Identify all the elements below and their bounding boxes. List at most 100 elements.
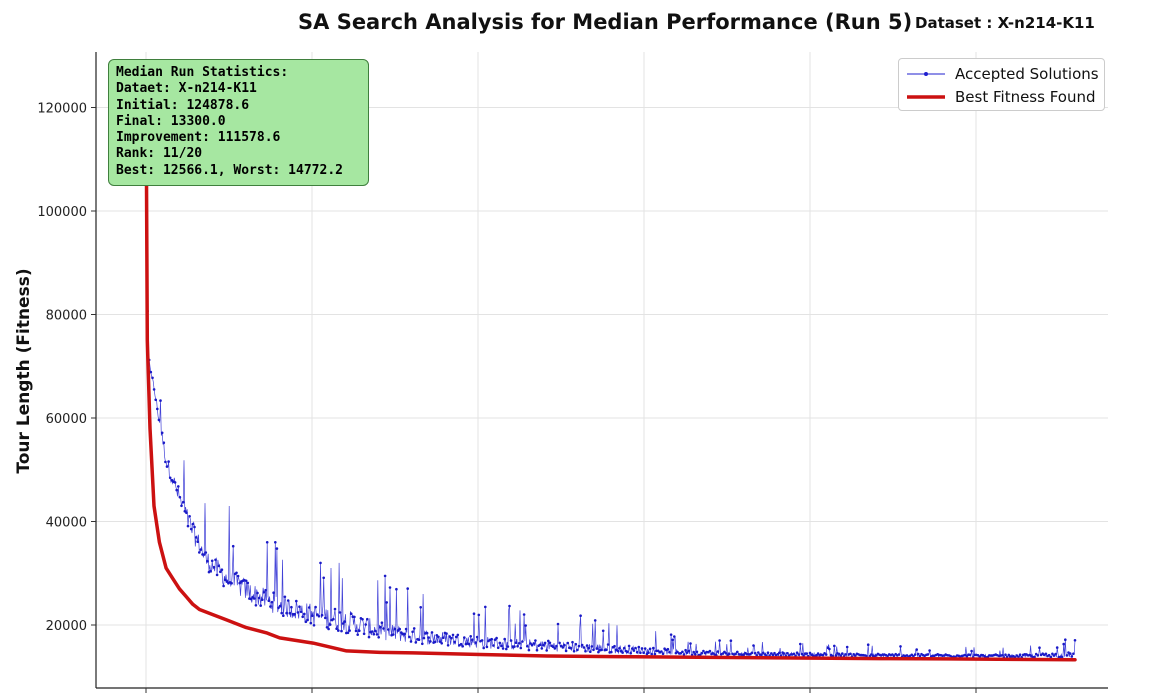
accepted-solution-point	[816, 652, 820, 655]
accepted-solution-point	[220, 568, 224, 571]
accepted-solution-point	[682, 653, 686, 656]
accepted-solution-point	[238, 581, 241, 585]
accepted-solution-point	[459, 642, 463, 646]
accepted-solution-point	[621, 651, 624, 654]
accepted-solution-point	[834, 654, 838, 657]
accepted-solution-point	[640, 647, 644, 650]
accepted-solution-point	[729, 639, 733, 642]
accepted-solution-point	[519, 646, 523, 650]
accepted-solution-point	[194, 536, 198, 539]
accepted-solution-point	[574, 642, 578, 646]
accepted-solution-point	[534, 639, 537, 642]
accepted-solution-point	[821, 653, 825, 657]
legend-label-accepted: Accepted Solutions	[955, 65, 1099, 83]
accepted-solution-point	[1044, 652, 1048, 656]
accepted-solution-point	[333, 607, 337, 611]
accepted-solution-point	[635, 650, 639, 654]
accepted-solution-point	[419, 606, 423, 609]
accepted-solution-point	[1055, 646, 1059, 649]
accepted-solution-point	[926, 653, 930, 656]
accepted-solution-point	[448, 635, 452, 638]
accepted-solution-point	[1047, 653, 1051, 657]
accepted-solution-point	[1065, 654, 1069, 657]
accepted-solution-point	[214, 558, 217, 562]
accepted-solution-point	[584, 649, 587, 653]
accepted-solution-point	[597, 650, 600, 654]
accepted-solution-point	[778, 651, 781, 655]
accepted-solution-point	[404, 627, 408, 631]
accepted-solution-point	[364, 623, 368, 626]
accepted-solution-point	[299, 610, 303, 614]
accepted-solution-point	[324, 616, 327, 620]
accepted-solution-point	[757, 651, 760, 654]
accepted-solution-point	[622, 646, 626, 650]
accepted-solution-point	[159, 399, 162, 402]
accepted-solution-point	[474, 641, 477, 644]
accepted-solution-point	[490, 637, 494, 641]
accepted-solution-point	[189, 527, 193, 531]
accepted-solution-point	[162, 441, 166, 445]
y-axis-label: Tour Length (Fitness)	[14, 268, 34, 473]
accepted-solution-point	[356, 633, 360, 636]
accepted-solution-point	[157, 418, 161, 422]
accepted-solution-point	[632, 649, 636, 652]
accepted-solution-point	[267, 599, 271, 602]
accepted-solution-point	[854, 654, 857, 657]
accepted-solution-point	[362, 632, 366, 636]
accepted-solution-point	[685, 651, 689, 654]
accepted-solution-point	[1033, 655, 1036, 659]
accepted-solution-point	[387, 628, 390, 631]
legend-swatch-best	[907, 95, 945, 99]
accepted-solution-point	[845, 645, 849, 649]
accepted-solution-point	[391, 633, 395, 636]
accepted-solution-point	[1017, 655, 1020, 659]
accepted-solution-point	[285, 611, 288, 615]
accepted-solution-point	[521, 640, 524, 643]
accepted-solution-point	[475, 635, 479, 639]
stats-line-initial: Initial: 124878.6	[116, 97, 250, 113]
accepted-solution-point	[361, 618, 364, 621]
accepted-solution-point	[782, 652, 786, 655]
accepted-solution-point	[422, 636, 426, 640]
accepted-solution-point	[372, 632, 376, 636]
accepted-solution-point	[592, 648, 595, 652]
accepted-solution-point	[540, 647, 544, 650]
accepted-solution-point	[684, 648, 687, 652]
accepted-solution-point	[661, 652, 665, 655]
accepted-solution-point	[509, 639, 513, 642]
accepted-solution-point	[653, 652, 657, 656]
accepted-solution-point	[708, 649, 712, 653]
accepted-solution-point	[750, 651, 754, 655]
accepted-solution-point	[409, 640, 413, 643]
accepted-solution-point	[1038, 646, 1041, 649]
chart-subtitle: Dataset : X-n214-K11	[915, 14, 1095, 32]
accepted-solution-point	[320, 613, 324, 617]
accepted-solution-point	[385, 601, 389, 604]
accepted-solution-point	[815, 653, 818, 657]
accepted-solution-point	[535, 648, 539, 652]
accepted-solution-point	[524, 624, 527, 627]
accepted-solution-point	[828, 647, 831, 651]
accepted-solution-point	[275, 547, 279, 550]
accepted-solution-point	[312, 624, 316, 627]
accepted-solution-point	[681, 650, 684, 654]
accepted-solution-point	[438, 640, 442, 643]
accepted-solution-point	[555, 644, 558, 648]
accepted-solution-point	[278, 604, 282, 608]
accepted-solution-point	[506, 645, 510, 648]
accepted-solution-point	[257, 596, 261, 600]
accepted-solution-point	[1054, 652, 1057, 656]
accepted-solution-point	[694, 652, 697, 656]
accepted-solution-point	[724, 652, 728, 655]
accepted-solution-point	[561, 646, 565, 649]
stats-box: Median Run Statistics: Dataet: X-n214-K1…	[108, 59, 369, 186]
accepted-solution-point	[316, 613, 319, 616]
accepted-solution-point	[165, 465, 169, 468]
accepted-solution-point	[156, 407, 159, 411]
accepted-solution-point	[634, 646, 637, 650]
accepted-solution-point	[375, 633, 379, 636]
accepted-solution-point	[411, 630, 414, 634]
accepted-solution-point	[471, 638, 474, 641]
accepted-solution-point	[217, 564, 220, 568]
